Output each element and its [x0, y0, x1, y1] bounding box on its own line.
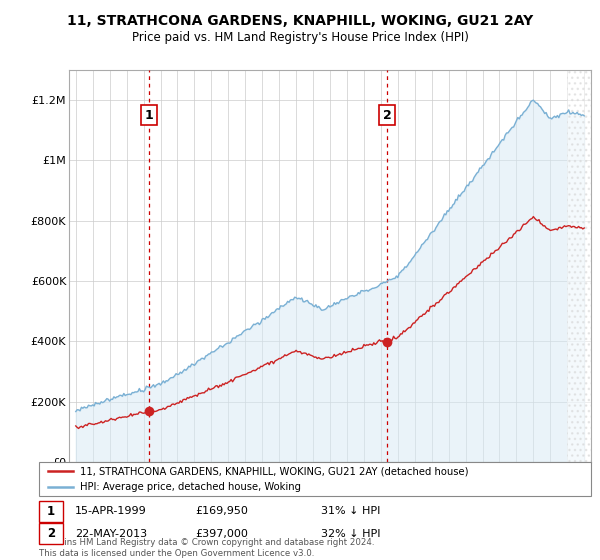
Text: 1: 1: [47, 505, 55, 518]
Text: £397,000: £397,000: [195, 529, 248, 539]
Text: 2: 2: [47, 527, 55, 540]
Text: £169,950: £169,950: [195, 506, 248, 516]
Text: 2: 2: [383, 109, 392, 122]
Text: 32% ↓ HPI: 32% ↓ HPI: [321, 529, 380, 539]
Text: Contains HM Land Registry data © Crown copyright and database right 2024.
This d: Contains HM Land Registry data © Crown c…: [39, 538, 374, 558]
Text: 31% ↓ HPI: 31% ↓ HPI: [321, 506, 380, 516]
Text: 22-MAY-2013: 22-MAY-2013: [75, 529, 147, 539]
Text: 11, STRATHCONA GARDENS, KNAPHILL, WOKING, GU21 2AY (detached house): 11, STRATHCONA GARDENS, KNAPHILL, WOKING…: [80, 466, 469, 477]
Text: 1: 1: [144, 109, 153, 122]
Text: Price paid vs. HM Land Registry's House Price Index (HPI): Price paid vs. HM Land Registry's House …: [131, 31, 469, 44]
Text: 11, STRATHCONA GARDENS, KNAPHILL, WOKING, GU21 2AY: 11, STRATHCONA GARDENS, KNAPHILL, WOKING…: [67, 14, 533, 28]
Text: 15-APR-1999: 15-APR-1999: [75, 506, 147, 516]
Text: HPI: Average price, detached house, Woking: HPI: Average price, detached house, Woki…: [80, 482, 301, 492]
